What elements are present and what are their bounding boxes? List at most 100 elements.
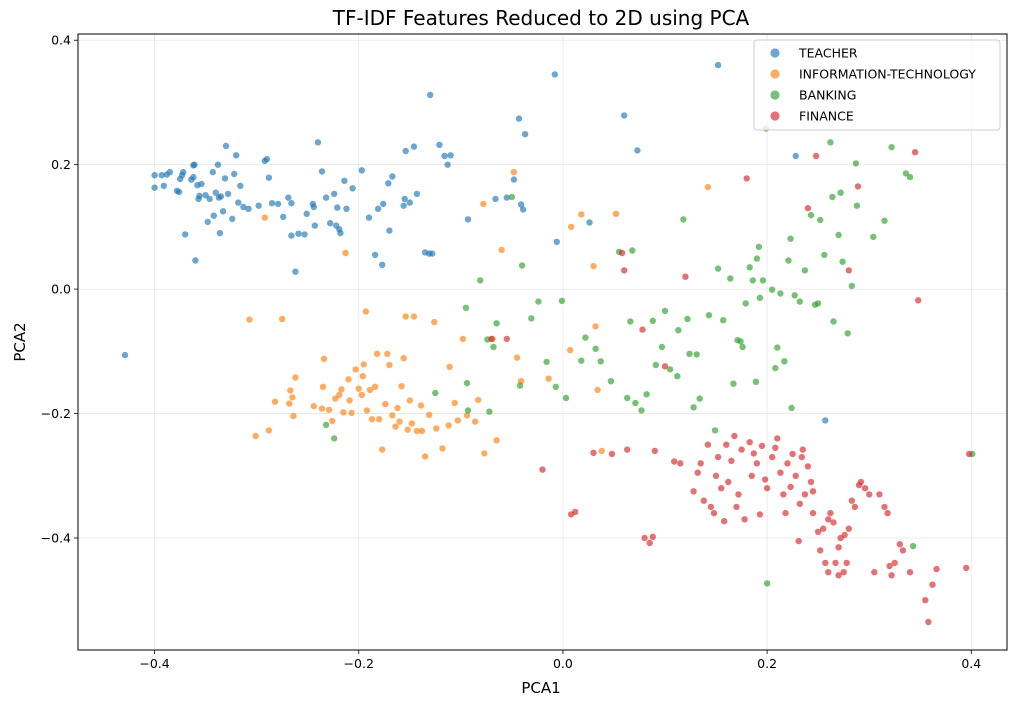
data-point <box>774 435 781 442</box>
data-point <box>340 409 347 416</box>
data-point <box>515 115 523 122</box>
data-point <box>881 217 888 224</box>
data-point <box>394 404 401 412</box>
data-point <box>798 453 805 461</box>
data-point <box>661 307 669 315</box>
data-point <box>301 231 308 238</box>
data-point <box>704 441 712 448</box>
data-point <box>342 249 349 257</box>
data-point <box>690 404 697 411</box>
data-point <box>730 380 737 387</box>
data-point <box>503 335 510 343</box>
data-point <box>432 389 439 397</box>
data-point <box>643 391 650 398</box>
data-point <box>365 214 373 221</box>
data-point <box>777 469 784 476</box>
data-point <box>292 374 299 381</box>
data-point <box>598 447 605 455</box>
data-point <box>844 330 851 337</box>
data-point <box>192 257 199 264</box>
data-point <box>322 421 330 428</box>
data-point <box>433 425 440 432</box>
data-point <box>327 220 334 227</box>
data-point <box>562 394 570 402</box>
data-point <box>787 483 794 491</box>
data-point <box>566 346 574 354</box>
data-point <box>832 559 839 567</box>
data-point <box>922 597 929 604</box>
data-point <box>915 297 922 304</box>
data-point <box>446 363 453 371</box>
legend-marker <box>770 111 780 121</box>
data-point <box>651 447 658 455</box>
data-point <box>271 398 279 405</box>
x-tick-label: 0.2 <box>757 656 777 671</box>
data-point <box>646 539 653 547</box>
data-point <box>160 182 167 189</box>
data-point <box>362 308 370 315</box>
data-point <box>285 194 292 201</box>
data-point <box>796 298 803 305</box>
x-tick-label: −0.2 <box>344 656 374 671</box>
data-point <box>355 385 362 392</box>
data-point <box>721 518 728 525</box>
data-point <box>567 223 575 231</box>
data-point <box>368 416 376 423</box>
data-point <box>696 395 703 402</box>
data-point <box>459 335 467 343</box>
data-point <box>752 378 760 385</box>
data-point <box>320 355 328 362</box>
data-point <box>799 446 806 453</box>
y-axis-label: PCA2 <box>11 322 29 361</box>
y-tick-label: 0.4 <box>51 33 71 48</box>
axis-ticks: −0.4 −0.2 0.0 0.2 0.4 −0.4 −0.2 0.0 0.2 0.4 <box>41 33 982 671</box>
data-point <box>746 264 753 271</box>
data-point <box>749 277 756 284</box>
data-point <box>812 152 820 160</box>
data-point <box>792 152 799 160</box>
data-point <box>268 200 276 207</box>
data-point <box>314 139 322 146</box>
data-point <box>761 476 769 483</box>
data-point <box>777 290 784 297</box>
data-point <box>343 205 350 212</box>
data-point <box>513 354 521 361</box>
data-point <box>493 437 500 444</box>
data-point <box>182 231 189 238</box>
data-point <box>439 445 446 452</box>
data-point <box>814 528 822 535</box>
data-point <box>608 450 616 458</box>
data-point <box>246 316 253 323</box>
data-point <box>817 547 824 554</box>
data-point <box>151 184 158 191</box>
data-point <box>825 569 832 576</box>
data-point <box>739 343 746 351</box>
data-point <box>229 215 236 222</box>
data-point <box>742 300 749 307</box>
data-point <box>386 227 393 234</box>
data-point <box>629 247 636 254</box>
data-point <box>545 375 552 382</box>
data-point <box>345 376 352 383</box>
data-point <box>417 402 425 409</box>
data-point <box>206 195 213 203</box>
data-point <box>621 112 628 119</box>
data-point <box>406 199 413 206</box>
data-point <box>212 189 219 196</box>
data-point <box>886 562 893 570</box>
data-point <box>911 149 919 156</box>
data-point <box>618 249 626 257</box>
data-point <box>755 243 763 250</box>
data-point <box>539 466 546 473</box>
data-point <box>671 458 678 465</box>
data-point <box>801 491 809 498</box>
data-point <box>896 541 903 548</box>
data-point <box>480 200 487 208</box>
data-point <box>772 444 779 451</box>
legend-label: TEACHER <box>798 46 858 61</box>
data-point <box>380 200 387 208</box>
data-point <box>738 446 745 453</box>
data-point <box>737 338 744 345</box>
data-point <box>396 418 403 425</box>
data-point <box>385 180 392 187</box>
